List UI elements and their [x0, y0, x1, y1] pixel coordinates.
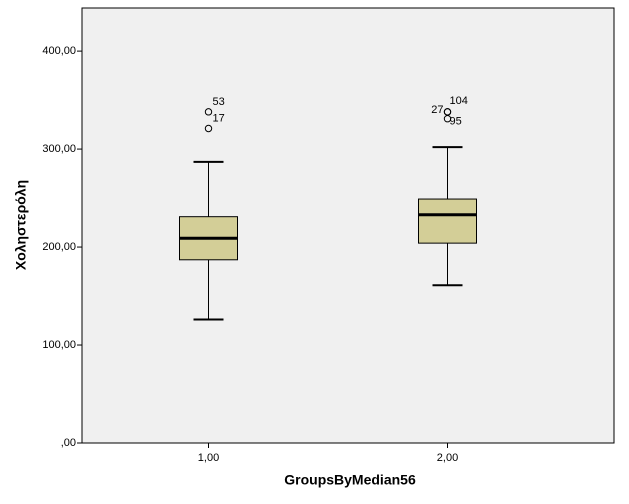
box [418, 198, 477, 244]
y-tick-label: ,00 [61, 437, 76, 449]
y-axis-title: Χοληστερόλη [13, 180, 29, 270]
y-tick-label: 200,00 [42, 241, 76, 253]
x-tick-label: 2,00 [437, 452, 458, 464]
y-tick-label: 400,00 [42, 45, 76, 57]
outlier-label: 104 [450, 95, 468, 107]
plot-area [81, 7, 615, 444]
outlier-label: 95 [450, 116, 462, 128]
outlier [204, 108, 213, 116]
y-tick-label: 100,00 [42, 339, 76, 351]
x-axis-title: GroupsByMedian56 [284, 472, 416, 488]
x-tick-label: 1,00 [198, 452, 219, 464]
outlier-label: 17 [213, 112, 225, 124]
y-tick-label: 300,00 [42, 143, 76, 155]
outlier-label: 27 [431, 104, 443, 116]
outlier [204, 124, 213, 133]
outlier [443, 115, 452, 123]
outlier-label: 53 [213, 96, 225, 108]
